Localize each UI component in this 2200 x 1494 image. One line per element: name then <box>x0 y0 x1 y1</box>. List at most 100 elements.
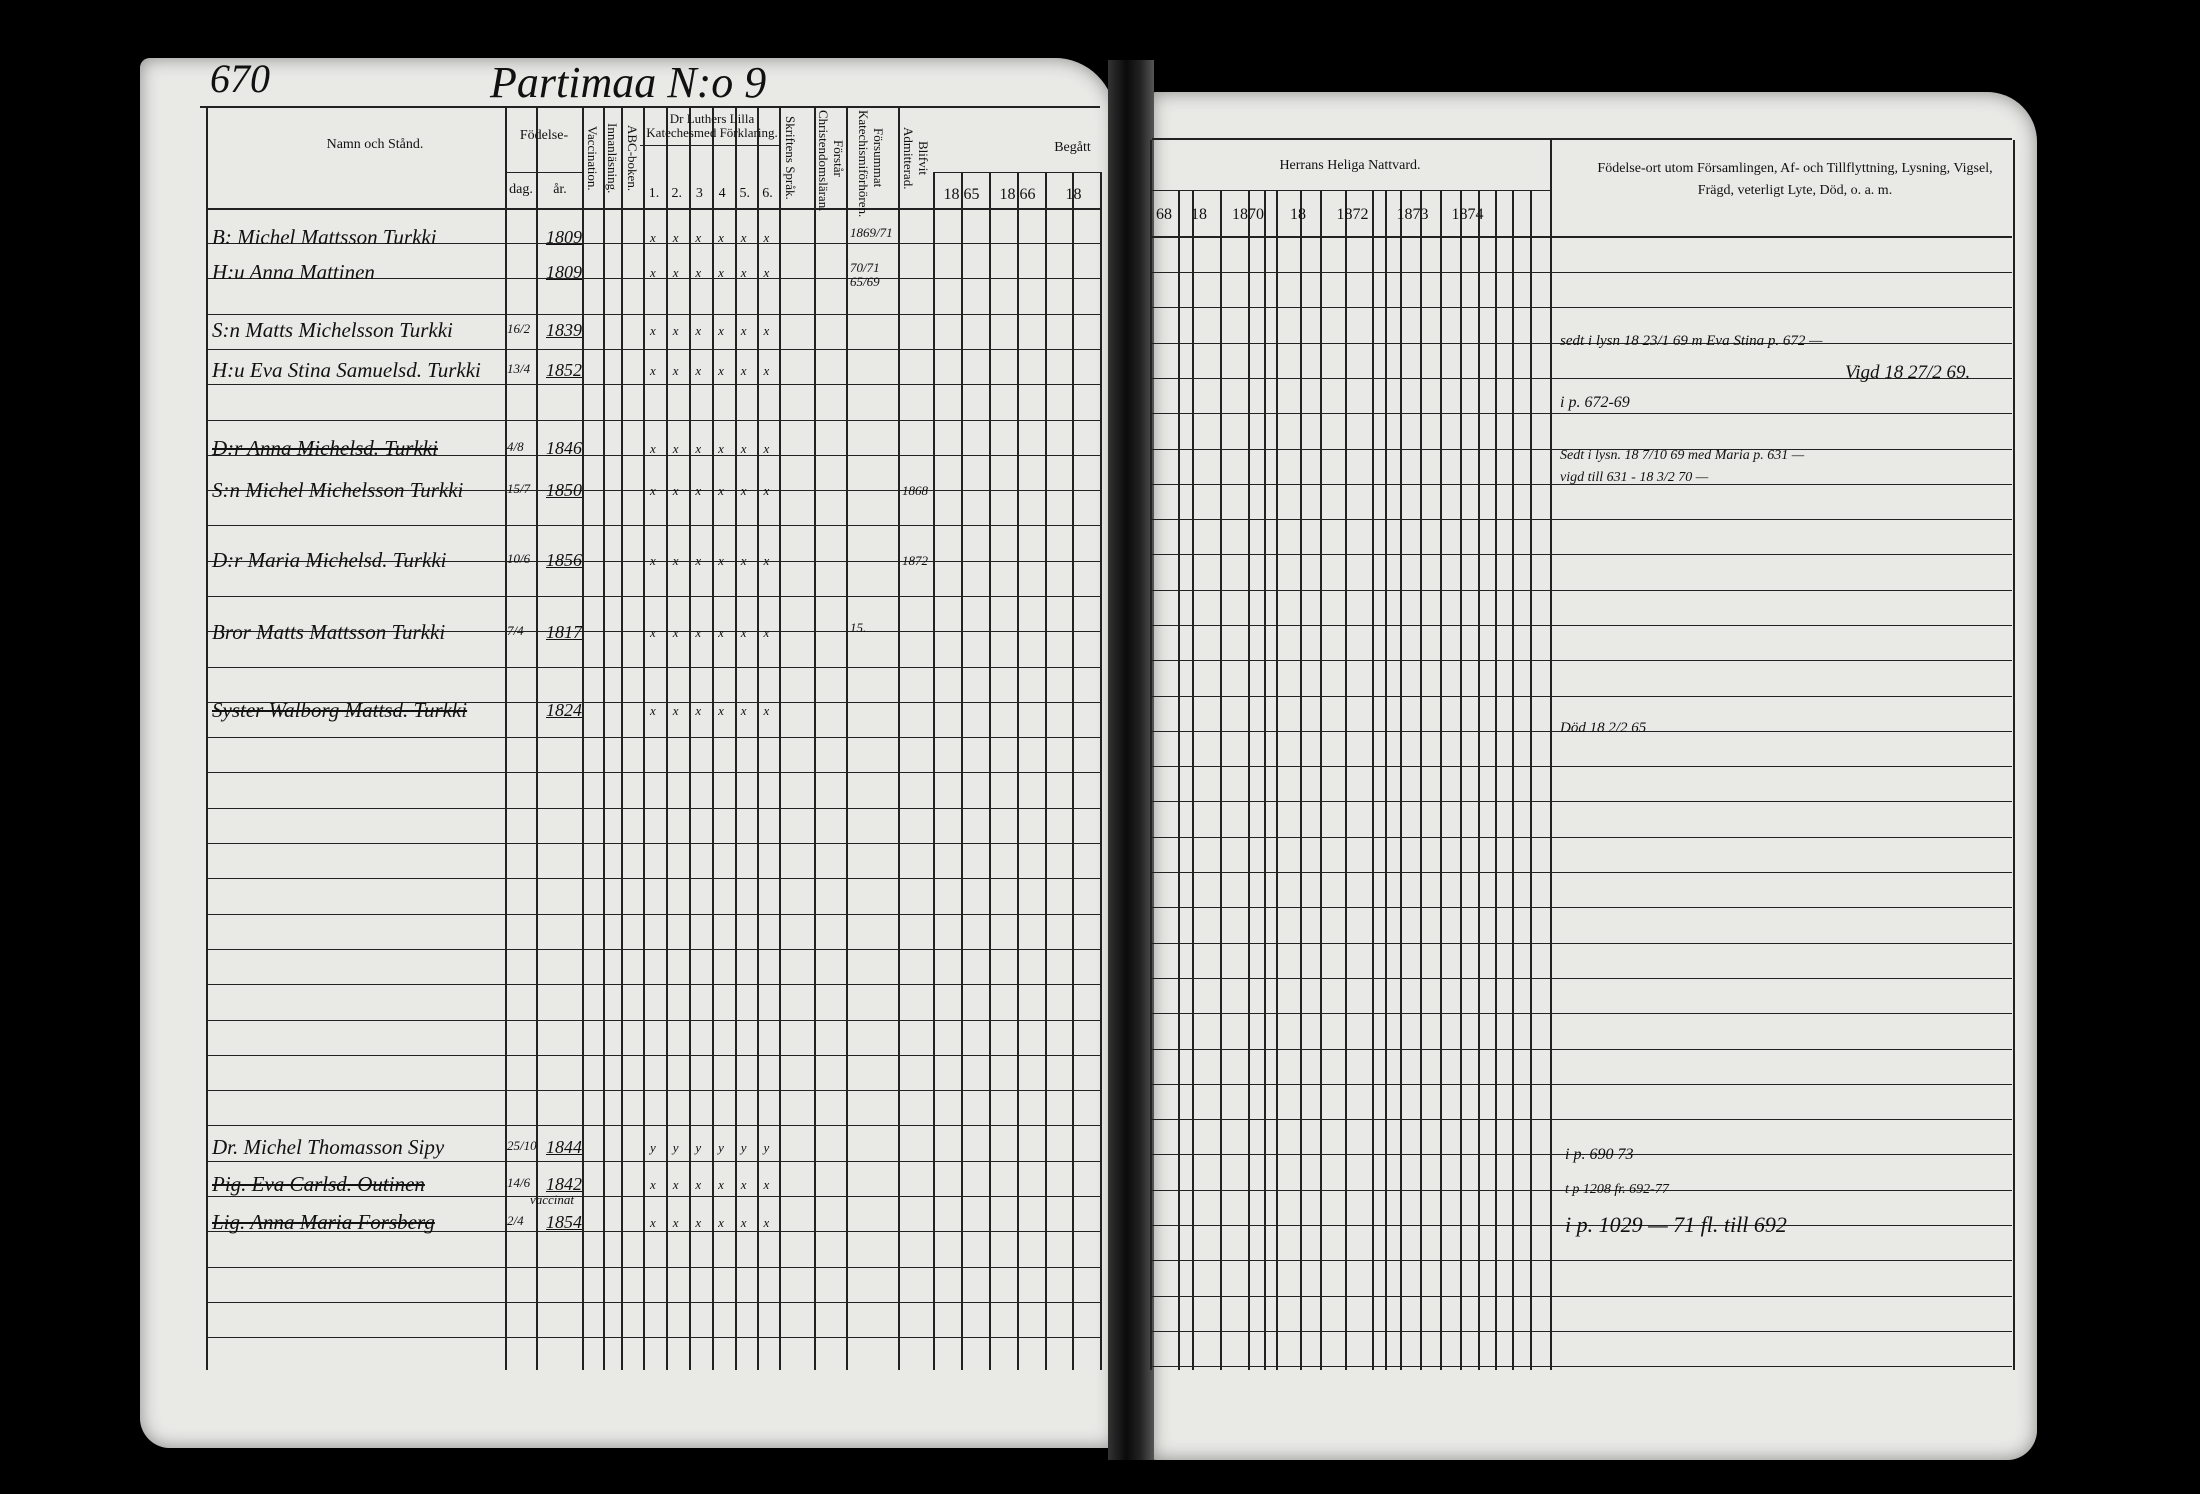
row-line <box>206 808 1101 809</box>
header-remarks: Födelse-ort utom Församlingen, Af- och T… <box>1597 161 1993 199</box>
remark-text: i p. 672-69 <box>1560 394 1630 411</box>
catechism-mark: x <box>672 441 679 456</box>
catechism-column-5: 5. <box>739 186 751 201</box>
row-line <box>1152 1225 2012 1226</box>
column-line <box>846 108 848 1370</box>
catechism-mark: x <box>695 1177 702 1192</box>
catechism-mark: x <box>695 363 702 378</box>
row-line <box>206 1267 1101 1268</box>
catechism-column-6: 6. <box>762 186 773 201</box>
header-communion: Herrans Heliga Nattvard. <box>1279 158 1421 173</box>
column-line <box>989 172 991 1370</box>
catechism-mark: x <box>650 441 656 456</box>
row-line <box>1152 907 2012 908</box>
page-title: Partimaa N:o 9 <box>490 58 767 107</box>
remark-text: t p 1208 fr. 692-77 <box>1565 1182 1669 1197</box>
row-line <box>1152 1190 2012 1191</box>
admitted-year: 1868 <box>902 483 928 498</box>
neglected-value: 70/71 65/69 <box>850 260 880 289</box>
row-line <box>206 561 1101 562</box>
catechism-mark: x <box>650 483 656 498</box>
birth-rule <box>505 172 582 173</box>
catechism-mark: x <box>740 1215 747 1230</box>
catechism-mark: x <box>740 703 747 718</box>
column-line <box>1372 190 1374 1370</box>
column-line <box>1100 172 1102 1370</box>
catechism-mark: x <box>763 441 770 456</box>
catechism-mark: x <box>763 625 770 640</box>
person-name: H:u Eva Stina Samuelsd. Turkki <box>212 358 481 382</box>
row-line <box>1152 413 2012 414</box>
catechism-mark: x <box>650 625 656 640</box>
vaccination-note: vaccinat <box>530 1192 575 1207</box>
column-line <box>1512 190 1514 1370</box>
row-line <box>1152 378 2012 379</box>
row-line <box>1152 1331 2012 1332</box>
person-name: Pig. Eva Carlsd. Outinen <box>212 1172 425 1196</box>
row-line <box>1152 1013 2012 1014</box>
row-line <box>1152 801 2012 802</box>
birth-day: 14/6 <box>507 1175 531 1190</box>
row-line <box>1152 978 2012 979</box>
admitted-year: 1872 <box>902 553 928 568</box>
column-line <box>1178 190 1180 1370</box>
row-line <box>206 314 1101 315</box>
catechism-mark: y <box>740 1140 747 1155</box>
catechism-mark: x <box>672 1177 679 1192</box>
row-line <box>206 490 1101 491</box>
row-line <box>1152 1296 2012 1297</box>
row-line <box>206 384 1101 385</box>
catechism-mark: x <box>740 230 747 245</box>
catechism-mark: x <box>763 363 770 378</box>
row-line <box>1152 766 2012 767</box>
column-line <box>1072 172 1074 1370</box>
row-line <box>1152 343 2012 344</box>
communion-year: 18 <box>1065 186 1082 203</box>
column-line <box>1530 190 1532 1370</box>
catechism-mark: x <box>763 553 770 568</box>
catechism-mark: x <box>695 483 702 498</box>
column-line <box>536 108 538 1370</box>
catechism-mark: x <box>718 1215 724 1230</box>
column-line <box>1385 190 1387 1370</box>
remark-text: sedt i lysn 18 23/1 69 m Eva Stina p. 67… <box>1560 333 1823 349</box>
row-line <box>206 243 1101 244</box>
book-spine <box>1108 60 1154 1460</box>
catechism-mark: x <box>672 553 679 568</box>
catechism-mark: x <box>740 363 747 378</box>
catechism-mark: x <box>718 483 724 498</box>
birth-day: 7/4 <box>507 623 524 638</box>
column-line <box>582 108 584 1370</box>
column-line <box>1264 190 1266 1370</box>
catechism-mark: x <box>718 625 724 640</box>
header-neglected: Försummat Katechismiförhören. <box>856 110 886 218</box>
catechism-mark: x <box>695 625 702 640</box>
row-line <box>206 349 1101 350</box>
communion-year: 18 65 <box>943 186 980 203</box>
column-line <box>1017 172 1019 1370</box>
birth-year: 1817 <box>546 622 582 642</box>
catechism-mark: y <box>672 1140 679 1155</box>
catechism-mark: x <box>695 703 702 718</box>
row-line <box>1152 872 2012 873</box>
left-page <box>140 58 1115 1448</box>
column-line <box>1440 190 1442 1370</box>
birth-year: 1852 <box>546 360 582 380</box>
column-line <box>1300 190 1302 1370</box>
catechism-mark: x <box>650 703 656 718</box>
years-rule <box>933 172 1100 173</box>
row-line <box>206 878 1101 879</box>
row-line <box>206 772 1101 773</box>
catechism-mark: x <box>763 265 770 280</box>
communion-year: 68 <box>1156 206 1172 223</box>
catechism-mark: x <box>718 363 724 378</box>
person-name: Dr. Michel Thomasson Sipy <box>212 1135 445 1159</box>
row-line <box>1152 272 2012 273</box>
row-line <box>206 1337 1101 1338</box>
header-communion-partial: Begått <box>1054 140 1091 155</box>
row-line <box>206 1055 1101 1056</box>
birth-day: 13/4 <box>507 361 531 376</box>
header-abc: ABC-boken. <box>625 124 640 192</box>
person-name: Syster Walborg Mattsd. Turkki <box>212 698 468 722</box>
column-line <box>1320 190 1322 1370</box>
